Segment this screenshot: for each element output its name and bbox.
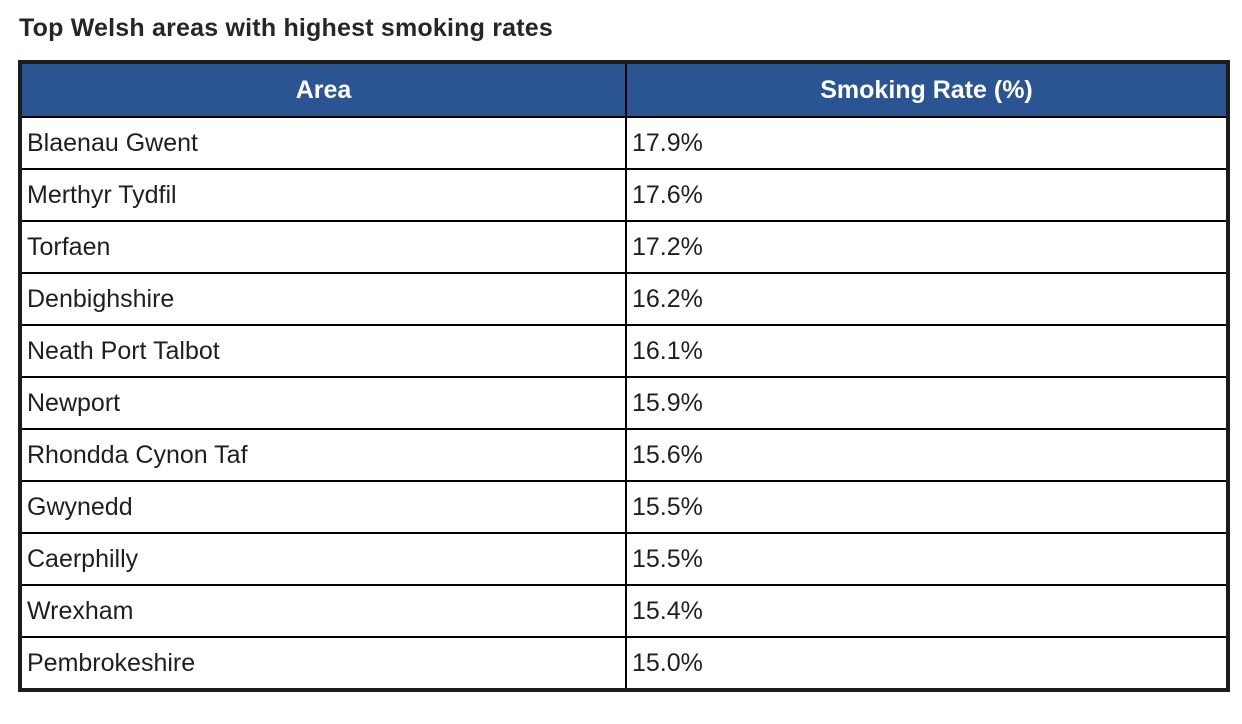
column-header-area: Area xyxy=(19,61,627,118)
smoking-rates-table: Area Smoking Rate (%) Blaenau Gwent 17.9… xyxy=(18,60,1230,692)
rate-cell: 17.2% xyxy=(625,220,1229,274)
area-cell: Neath Port Talbot xyxy=(19,324,627,378)
table-row: Pembrokeshire 15.0% xyxy=(19,636,1229,691)
table-row: Wrexham 15.4% xyxy=(19,584,1229,638)
table-row: Torfaen 17.2% xyxy=(19,220,1229,274)
area-cell: Pembrokeshire xyxy=(19,636,627,691)
rate-cell: 15.0% xyxy=(625,636,1229,691)
table-row: Caerphilly 15.5% xyxy=(19,532,1229,586)
area-cell: Wrexham xyxy=(19,584,627,638)
rate-cell: 16.2% xyxy=(625,272,1229,326)
area-cell: Caerphilly xyxy=(19,532,627,586)
area-cell: Blaenau Gwent xyxy=(19,116,627,170)
column-header-smoking-rate: Smoking Rate (%) xyxy=(625,61,1229,118)
rate-cell: 17.9% xyxy=(625,116,1229,170)
table-row: Gwynedd 15.5% xyxy=(19,480,1229,534)
rate-cell: 16.1% xyxy=(625,324,1229,378)
table-row: Denbighshire 16.2% xyxy=(19,272,1229,326)
table-row: Rhondda Cynon Taf 15.6% xyxy=(19,428,1229,482)
area-cell: Rhondda Cynon Taf xyxy=(19,428,627,482)
page-title: Top Welsh areas with highest smoking rat… xyxy=(19,14,553,42)
area-cell: Merthyr Tydfil xyxy=(19,168,627,222)
rate-cell: 15.5% xyxy=(625,532,1229,586)
rate-cell: 17.6% xyxy=(625,168,1229,222)
table-row: Newport 15.9% xyxy=(19,376,1229,430)
area-cell: Denbighshire xyxy=(19,272,627,326)
rate-cell: 15.5% xyxy=(625,480,1229,534)
area-cell: Gwynedd xyxy=(19,480,627,534)
table-row: Blaenau Gwent 17.9% xyxy=(19,116,1229,170)
table-row: Neath Port Talbot 16.1% xyxy=(19,324,1229,378)
area-cell: Newport xyxy=(19,376,627,430)
table-row: Merthyr Tydfil 17.6% xyxy=(19,168,1229,222)
table-header-row: Area Smoking Rate (%) xyxy=(19,61,1229,118)
rate-cell: 15.4% xyxy=(625,584,1229,638)
rate-cell: 15.9% xyxy=(625,376,1229,430)
rate-cell: 15.6% xyxy=(625,428,1229,482)
area-cell: Torfaen xyxy=(19,220,627,274)
